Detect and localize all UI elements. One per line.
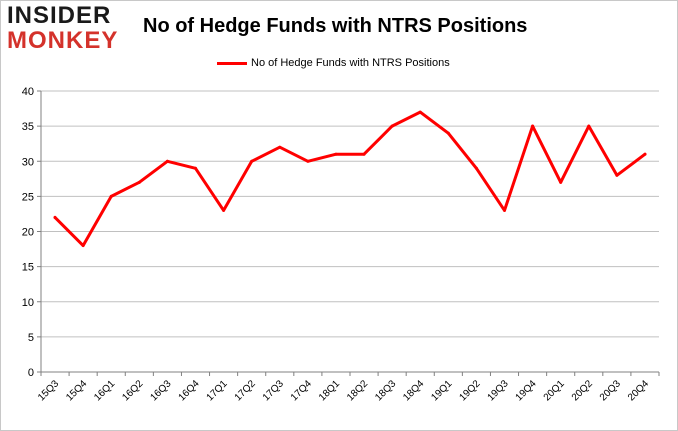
x-tick-label: 19Q3 <box>486 378 511 403</box>
x-tick-label: 16Q1 <box>92 378 117 403</box>
x-tick-label: 17Q4 <box>289 378 314 403</box>
data-point <box>137 180 141 184</box>
y-tick-label: 25 <box>22 191 34 203</box>
x-tick-label: 15Q4 <box>64 378 89 403</box>
chart-legend: No of Hedge Funds with NTRS Positions <box>217 55 450 71</box>
data-point <box>418 110 422 114</box>
data-point <box>250 159 254 163</box>
y-tick-label: 20 <box>22 227 34 239</box>
x-tick-label: 17Q3 <box>261 378 286 403</box>
x-tick-label: 17Q2 <box>233 378 258 403</box>
x-tick-label: 18Q3 <box>373 378 398 403</box>
data-point <box>165 159 169 163</box>
x-tick-label: 17Q1 <box>205 378 230 403</box>
data-point <box>615 173 619 177</box>
data-point <box>194 166 197 170</box>
x-tick-label: 16Q4 <box>177 378 202 403</box>
data-point <box>531 124 535 128</box>
x-tick-label: 18Q4 <box>401 378 426 403</box>
legend-swatch <box>217 61 247 65</box>
x-tick-label: 20Q1 <box>542 378 567 403</box>
x-tick-label: 16Q2 <box>120 378 145 403</box>
data-point <box>390 124 394 128</box>
logo-text-top: INSIDER <box>7 2 112 29</box>
x-tick-label: 20Q2 <box>570 378 595 403</box>
y-tick-label: 30 <box>22 156 34 168</box>
y-tick-label: 5 <box>28 332 34 344</box>
insider-monkey-logo: INSIDER MONKEY <box>7 3 129 55</box>
x-tick-label: 19Q2 <box>457 378 482 403</box>
y-tick-label: 35 <box>22 121 34 133</box>
x-tick-label: 18Q2 <box>345 378 370 403</box>
x-tick-label: 20Q3 <box>598 378 623 403</box>
data-point <box>503 208 506 212</box>
data-point <box>587 124 591 128</box>
data-point <box>446 131 450 135</box>
data-point <box>362 152 366 156</box>
y-tick-label: 40 <box>22 86 34 98</box>
data-point <box>474 166 478 170</box>
x-tick-label: 18Q1 <box>317 378 342 403</box>
data-point <box>53 215 57 219</box>
data-point <box>559 180 563 184</box>
y-tick-label: 15 <box>22 262 34 274</box>
y-tick-label: 10 <box>22 297 34 309</box>
y-tick-label: 0 <box>28 367 34 379</box>
data-point <box>334 152 338 156</box>
chart-title: No of Hedge Funds with NTRS Positions <box>143 15 528 37</box>
x-tick-label: 15Q3 <box>36 378 61 403</box>
x-tick-label: 20Q4 <box>626 378 651 403</box>
x-tick-label: 19Q1 <box>429 378 454 403</box>
logo-text-bottom: MONKEY <box>7 27 119 54</box>
data-point <box>222 208 226 212</box>
data-point <box>306 159 310 163</box>
legend-label: No of Hedge Funds with NTRS Positions <box>251 57 450 69</box>
x-tick-label: 19Q4 <box>514 378 539 403</box>
data-point <box>109 194 113 198</box>
x-tick-label: 16Q3 <box>148 378 173 403</box>
data-point <box>278 145 282 149</box>
data-point <box>643 152 647 156</box>
data-point <box>81 244 85 248</box>
series-line <box>53 110 647 248</box>
